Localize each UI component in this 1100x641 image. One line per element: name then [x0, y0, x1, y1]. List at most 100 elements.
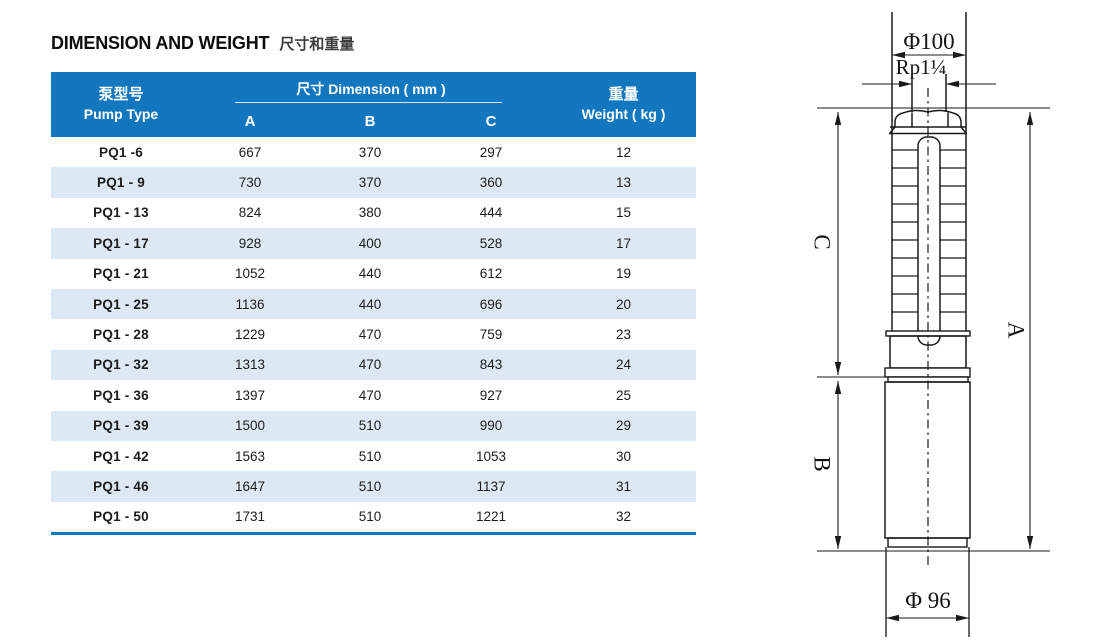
label-dim-b: B [810, 456, 835, 471]
table-row: PQ1 - 13 824 380 444 15 [51, 198, 696, 228]
dim-b-cell: 380 [358, 205, 382, 221]
dim-c-cell: 843 [479, 357, 503, 373]
dim-a-cell: 730 [238, 175, 262, 191]
header-dimension-group: 尺寸 Dimension ( mm ) A B C [191, 72, 551, 137]
header-weight-en: Weight ( kg ) [581, 106, 666, 123]
weight-cell: 19 [615, 266, 632, 282]
dim-c-cell: 612 [479, 266, 503, 282]
label-dim-c: C [810, 234, 835, 249]
dim-a-cell: 1397 [234, 387, 266, 403]
dim-c-cell: 297 [479, 144, 503, 160]
header-pump-type-en: Pump Type [83, 106, 159, 123]
header-col-b: B [364, 113, 376, 130]
table-row: PQ1 - 17 928 400 528 17 [51, 228, 696, 259]
table-row: PQ1 -6 667 370 297 12 [51, 137, 696, 167]
pump-type-cell: PQ1 - 25 [93, 296, 149, 312]
weight-cell: 12 [615, 144, 632, 160]
dim-b-cell: 370 [358, 144, 382, 160]
header-pump-type-zh: 泵型号 [98, 85, 144, 103]
header-weight: 重量 Weight ( kg ) [551, 72, 696, 137]
weight-cell: 30 [615, 448, 632, 464]
dim-a-cell: 1229 [234, 327, 266, 343]
dim-b-cell: 370 [358, 175, 382, 191]
dim-c-cell: 1053 [475, 448, 507, 464]
table-row: PQ1 - 32 1313 470 843 24 [51, 349, 696, 381]
page-title-en: DIMENSION AND WEIGHT [51, 33, 270, 53]
dim-c-cell: 990 [479, 418, 503, 434]
dim-c-cell: 360 [479, 175, 503, 191]
dim-b-cell: 510 [358, 448, 382, 464]
dim-a-cell: 824 [238, 205, 262, 221]
weight-cell: 31 [615, 478, 632, 494]
pump-type-cell: PQ1 - 32 [93, 357, 149, 373]
table-row: PQ1 - 42 1563 510 1053 30 [51, 441, 696, 471]
dimension-weight-table: 泵型号 Pump Type 尺寸 Dimension ( mm ) A B C … [51, 72, 696, 536]
dim-c-cell: 927 [479, 387, 503, 403]
header-weight-zh: 重量 [608, 85, 639, 103]
dim-a-cell: 1731 [234, 509, 266, 525]
dim-b-cell: 440 [358, 266, 382, 282]
dim-a-cell: 1500 [234, 418, 266, 434]
dim-c-cell: 696 [479, 296, 503, 312]
pump-type-cell: PQ1 - 36 [93, 387, 149, 403]
dim-a-cell: 1563 [234, 448, 266, 464]
label-top-diameter: Φ100 [903, 29, 954, 54]
dim-c-cell: 528 [479, 235, 503, 251]
label-thread-size: Rp1¼ [896, 55, 947, 79]
table-header: 泵型号 Pump Type 尺寸 Dimension ( mm ) A B C … [51, 72, 696, 137]
dim-b-cell: 400 [358, 235, 382, 251]
table-row: PQ1 - 28 1229 470 759 23 [51, 319, 696, 349]
header-pump-type: 泵型号 Pump Type [51, 72, 191, 137]
dim-b-cell: 510 [358, 418, 382, 434]
weight-cell: 17 [615, 235, 632, 251]
dim-b-cell: 470 [358, 387, 382, 403]
weight-cell: 32 [615, 509, 632, 525]
pump-type-cell: PQ1 - 50 [93, 509, 149, 525]
dim-b-cell: 470 [358, 357, 382, 373]
pump-type-cell: PQ1 - 13 [93, 205, 149, 221]
weight-cell: 29 [615, 418, 632, 434]
weight-cell: 25 [615, 387, 632, 403]
dim-a-cell: 1647 [234, 478, 266, 494]
pump-dimension-drawing: Φ100 Rp1¼ C B A Φ 96 [810, 12, 1050, 637]
pump-type-cell: PQ1 - 21 [93, 266, 149, 282]
weight-cell: 20 [615, 296, 632, 312]
header-col-c: C [485, 113, 497, 130]
pump-type-cell: PQ1 - 28 [93, 327, 149, 343]
table-row: PQ1 - 50 1731 510 1221 32 [51, 502, 696, 532]
pump-type-cell: PQ1 - 46 [93, 478, 149, 494]
pump-type-cell: PQ1 - 17 [93, 235, 149, 251]
table-row: PQ1 - 46 1647 510 1137 31 [51, 471, 696, 502]
page-title: DIMENSION AND WEIGHT 尺寸和重量 [51, 33, 354, 54]
dim-b-cell: 510 [358, 478, 382, 494]
pump-type-cell: PQ1 - 42 [93, 448, 149, 464]
dim-c-cell: 444 [479, 205, 503, 221]
pump-type-cell: PQ1 - 39 [93, 418, 149, 434]
dim-b-cell: 440 [358, 296, 382, 312]
table-row: PQ1 - 25 1136 440 696 20 [51, 288, 696, 320]
dim-c-cell: 759 [479, 327, 503, 343]
label-bottom-diameter: Φ 96 [905, 588, 951, 613]
dim-b-cell: 470 [358, 327, 382, 343]
table-row: PQ1 - 21 1052 440 612 19 [51, 259, 696, 289]
dim-a-cell: 1313 [234, 357, 266, 373]
weight-cell: 13 [615, 175, 632, 191]
header-col-a: A [244, 113, 256, 130]
dim-a-cell: 1136 [235, 296, 265, 312]
label-dim-a: A [1004, 322, 1029, 339]
weight-cell: 24 [615, 357, 632, 373]
table-row: PQ1 - 36 1397 470 927 25 [51, 380, 696, 410]
table-body: PQ1 -6 667 370 297 12 PQ1 - 9 730 370 36… [51, 137, 696, 536]
header-dimension-label: 尺寸 Dimension ( mm ) [296, 81, 446, 97]
header-dimension-underline [235, 102, 502, 103]
pump-type-cell: PQ1 - 9 [97, 175, 145, 191]
weight-cell: 23 [615, 327, 632, 343]
dim-a-cell: 667 [238, 144, 262, 160]
dim-c-cell: 1221 [475, 509, 507, 525]
weight-cell: 15 [615, 205, 632, 221]
pump-type-cell: PQ1 -6 [99, 144, 143, 160]
dim-c-cell: 1137 [476, 478, 506, 494]
table-row: PQ1 - 9 730 370 360 13 [51, 167, 696, 198]
dim-b-cell: 510 [358, 509, 382, 525]
header-dimension-columns: A B C [191, 106, 551, 137]
